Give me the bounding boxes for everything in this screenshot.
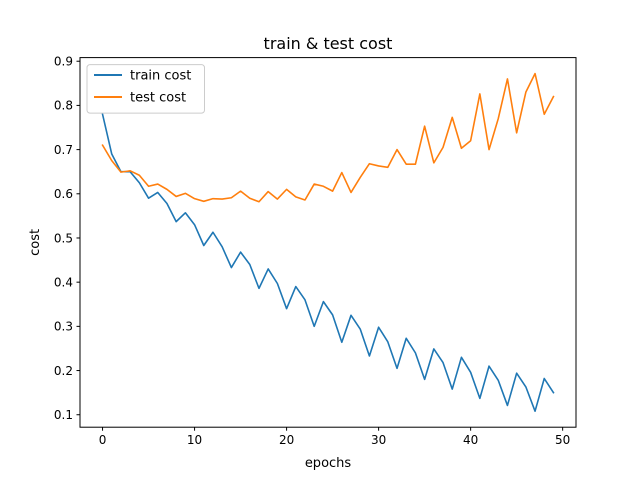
legend-box: [86, 64, 205, 114]
y-axis-label: cost: [28, 229, 43, 256]
legend: train cost test cost: [86, 64, 205, 114]
series-line-train-cost: [101, 113, 555, 413]
y-tick-label: 0.6: [54, 187, 73, 201]
legend-label-train-cost: train cost: [130, 69, 191, 84]
y-tick-label: 0.9: [54, 55, 73, 69]
x-tick-label: 40: [463, 433, 478, 447]
series-line-test-cost: [101, 72, 555, 203]
y-tick-label: 0.2: [54, 364, 73, 378]
y-tick-label: 0.3: [54, 320, 73, 334]
y-tick-label: 0.8: [54, 99, 73, 113]
x-tick-label: 10: [187, 433, 202, 447]
x-tick-label: 50: [555, 433, 570, 447]
x-axis-label: epochs: [305, 456, 352, 471]
x-tick-label: 20: [279, 433, 294, 447]
legend-label-test-cost: test cost: [130, 91, 186, 106]
y-tick-label: 0.4: [54, 275, 73, 289]
x-axis-ticks: 0 10 20 30 40 50: [99, 427, 570, 447]
plot-area-frame: [79, 57, 577, 428]
chart-title: train & test cost: [264, 34, 393, 53]
y-tick-label: 0.1: [54, 408, 73, 422]
y-tick-label: 0.5: [54, 231, 73, 245]
y-tick-label: 0.7: [54, 143, 73, 157]
y-axis-ticks: 0.1 0.2 0.3 0.4 0.5 0.6 0.7 0.8 0.9: [54, 55, 80, 422]
series-lines: [101, 72, 555, 413]
x-tick-label: 0: [99, 433, 107, 447]
x-tick-label: 30: [371, 433, 386, 447]
